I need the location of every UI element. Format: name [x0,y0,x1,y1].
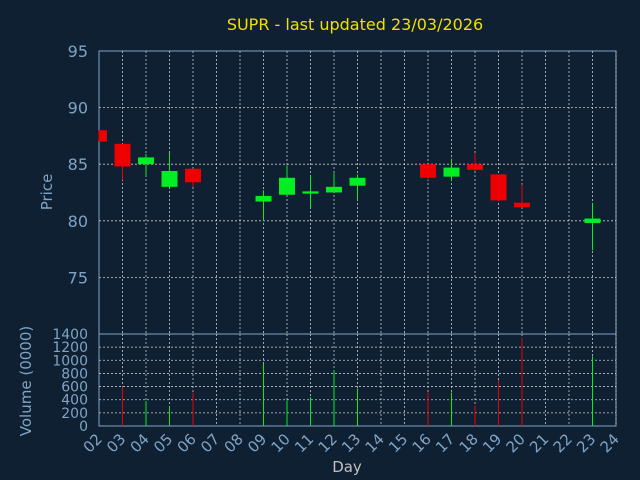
candle-body [490,174,507,201]
volume-tick-label: 600 [61,380,88,396]
candle-body [114,143,131,167]
candle-body [279,177,295,195]
candle-body [138,157,154,165]
candle-body [467,164,483,170]
price-tick-label: 90 [68,99,88,118]
candle-body [185,168,201,183]
candle-body [514,202,530,208]
chart-title: SUPR - last updated 23/03/2026 [227,15,483,34]
volume-tick-label: 200 [61,406,88,422]
volume-tick-label: 1200 [52,340,88,356]
price-tick-label: 95 [68,42,88,61]
price-tick-label: 85 [68,155,88,174]
candle-body [161,170,178,187]
volume-tick-label: 800 [61,366,88,382]
volume-axis-label: Volume (0000) [17,326,35,436]
candle-body [420,164,436,178]
x-axis-label: Day [332,458,362,476]
volume-tick-label: 1000 [52,353,88,369]
candle-body [584,218,601,224]
candle-body [443,167,460,177]
candle-body [349,177,366,186]
price-panel: 95 90 85 80 75 [68,42,617,335]
price-axis-label: Price [38,174,56,211]
price-tick-label: 80 [68,212,88,231]
price-tick-label: 75 [68,268,88,287]
candle-body [255,195,272,202]
volume-tick-label: 1400 [52,327,88,343]
candle-body [99,130,107,142]
candle-body [302,191,319,194]
x-axis-ticks: 0203040506070809101112131415161718192021… [80,430,623,456]
volume-tick-label: 400 [61,393,88,409]
volume-tick-label: 0 [79,419,88,435]
candle-body [326,186,342,193]
